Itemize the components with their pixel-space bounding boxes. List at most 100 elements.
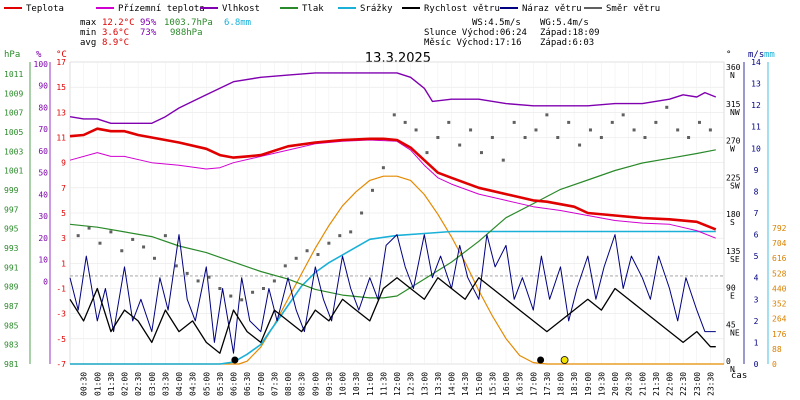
tick-time: 11:30 (379, 372, 388, 396)
dir-point (676, 128, 680, 132)
tick-deg: 45 (726, 320, 736, 329)
tick-hpa: 995 (4, 225, 19, 234)
tick-ms: 3 (754, 295, 759, 304)
axis-ms-unit: m/s (748, 50, 764, 60)
tick-ms: 10 (751, 144, 761, 153)
tick-hpa: 999 (4, 186, 19, 195)
tick-ms: 12 (751, 101, 761, 110)
tick-celsius: 5 (61, 209, 66, 218)
legend-gust: Náraz větru (500, 4, 582, 14)
tick-time: 20:30 (625, 372, 634, 396)
legend-hum-label: Vlhkost (222, 4, 260, 14)
legend-press: Tlak (280, 4, 324, 14)
tick-time: 11:00 (366, 372, 375, 396)
tick-pct: 10 (38, 256, 48, 265)
series-hum (69, 72, 717, 125)
tick-mm: 704 (772, 239, 787, 248)
tick-time: 20:00 (611, 372, 620, 396)
legend-temp: Teplota (4, 4, 64, 14)
tick-time: 19:00 (584, 372, 593, 396)
dir-point (185, 271, 189, 275)
info-moonset: Západ:6:03 (540, 38, 594, 48)
axis-pct-unit: % (36, 50, 42, 60)
tick-time: 03:30 (161, 372, 170, 396)
tick-ms: 5 (754, 252, 759, 261)
tick-mm: 0 (772, 360, 777, 369)
tick-mm: 264 (772, 315, 787, 324)
tick-time: 12:00 (393, 372, 402, 396)
dir-point (218, 287, 222, 290)
tick-compass: NE (730, 328, 740, 337)
tick-hpa: 1007 (4, 109, 23, 118)
series-temp (69, 127, 717, 231)
tick-time: 02:30 (134, 372, 143, 396)
legend-rain: Srážky (338, 4, 393, 14)
tick-time: 18:30 (570, 372, 579, 396)
tick-time: 01:30 (107, 372, 116, 396)
tick-pct: 0 (43, 277, 48, 286)
tick-deg: 270 (726, 137, 741, 146)
tick-pct: 70 (38, 125, 48, 134)
stats-avg-label: avg (80, 38, 96, 48)
legend-press-label: Tlak (302, 4, 324, 14)
tick-time: 01:00 (93, 372, 102, 396)
dir-point (654, 120, 658, 124)
dir-point (708, 128, 712, 132)
tick-pct: 20 (38, 234, 48, 243)
dir-point (523, 136, 527, 139)
dir-point (196, 279, 200, 283)
dir-point (229, 294, 233, 298)
legend-dir-label: Směr větru (606, 4, 660, 14)
info-wg: WG:5.4m/s (540, 18, 589, 28)
tick-mm: 352 (772, 300, 787, 309)
tick-hpa: 997 (4, 205, 19, 214)
tick-time: 21:30 (652, 372, 661, 396)
stats-max-label: max (80, 18, 97, 28)
tick-ms: 1 (754, 338, 759, 347)
tick-compass: SW (730, 181, 740, 190)
dir-point (152, 256, 156, 260)
dir-point (578, 143, 582, 147)
tick-time: 13:00 (420, 372, 429, 396)
tick-pct: 80 (38, 103, 48, 112)
dir-point (621, 113, 625, 117)
dir-point (610, 120, 614, 124)
legend-temp-label: Teplota (26, 4, 64, 14)
tick-hpa: 1003 (4, 147, 23, 156)
dir-point (360, 211, 364, 215)
dir-point (469, 128, 473, 132)
stats-min-press: 988hPa (170, 28, 203, 38)
dir-point (98, 241, 102, 245)
info-sunset: Západ:18:09 (540, 28, 600, 38)
dir-point (370, 188, 374, 192)
tick-hpa: 985 (4, 321, 19, 330)
tick-celsius: 3 (61, 234, 66, 243)
tick-time: 10:00 (339, 372, 348, 396)
dir-point (436, 136, 440, 139)
info-block: WS:4.5m/s WG:5.4m/s Slunce Východ:06:24 … (424, 18, 600, 48)
tick-celsius: 17 (56, 58, 66, 67)
tick-time: 15:00 (475, 372, 484, 396)
tick-time: 15:30 (488, 372, 497, 396)
dir-point (567, 120, 571, 124)
tick-deg: 360 (726, 63, 741, 72)
stats-max-press: 1003.7hPa (164, 18, 213, 28)
tick-compass: S (730, 218, 735, 227)
tick-time: 16:30 (516, 372, 525, 396)
legend: Teplota Přízemní teplota Vlhkost Tlak Sr… (4, 4, 660, 14)
dir-point (632, 128, 636, 132)
tick-mm: 440 (772, 284, 787, 293)
dir-point (425, 151, 429, 155)
dir-point (294, 256, 298, 260)
dir-point (163, 234, 167, 238)
tick-mm: 616 (772, 254, 787, 263)
dir-point (665, 105, 669, 109)
tick-pct: 100 (34, 60, 49, 69)
tick-deg: 135 (726, 247, 741, 256)
tick-time: 04:00 (175, 372, 184, 396)
tick-mm: 792 (772, 224, 787, 233)
tick-ms: 8 (754, 187, 759, 196)
tick-hpa: 991 (4, 263, 19, 272)
tick-ms: 7 (754, 209, 759, 218)
